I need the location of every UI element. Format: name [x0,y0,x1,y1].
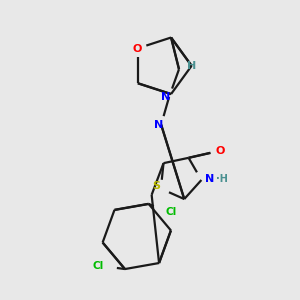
Text: Cl: Cl [166,207,177,217]
Text: N: N [205,174,214,184]
Text: Cl: Cl [92,261,104,271]
Text: S: S [152,181,160,191]
Text: O: O [216,146,225,156]
Text: ·H: ·H [216,174,228,184]
Text: N: N [154,120,163,130]
Text: O: O [132,44,142,54]
Text: N: N [161,92,171,102]
Text: H: H [187,61,196,71]
